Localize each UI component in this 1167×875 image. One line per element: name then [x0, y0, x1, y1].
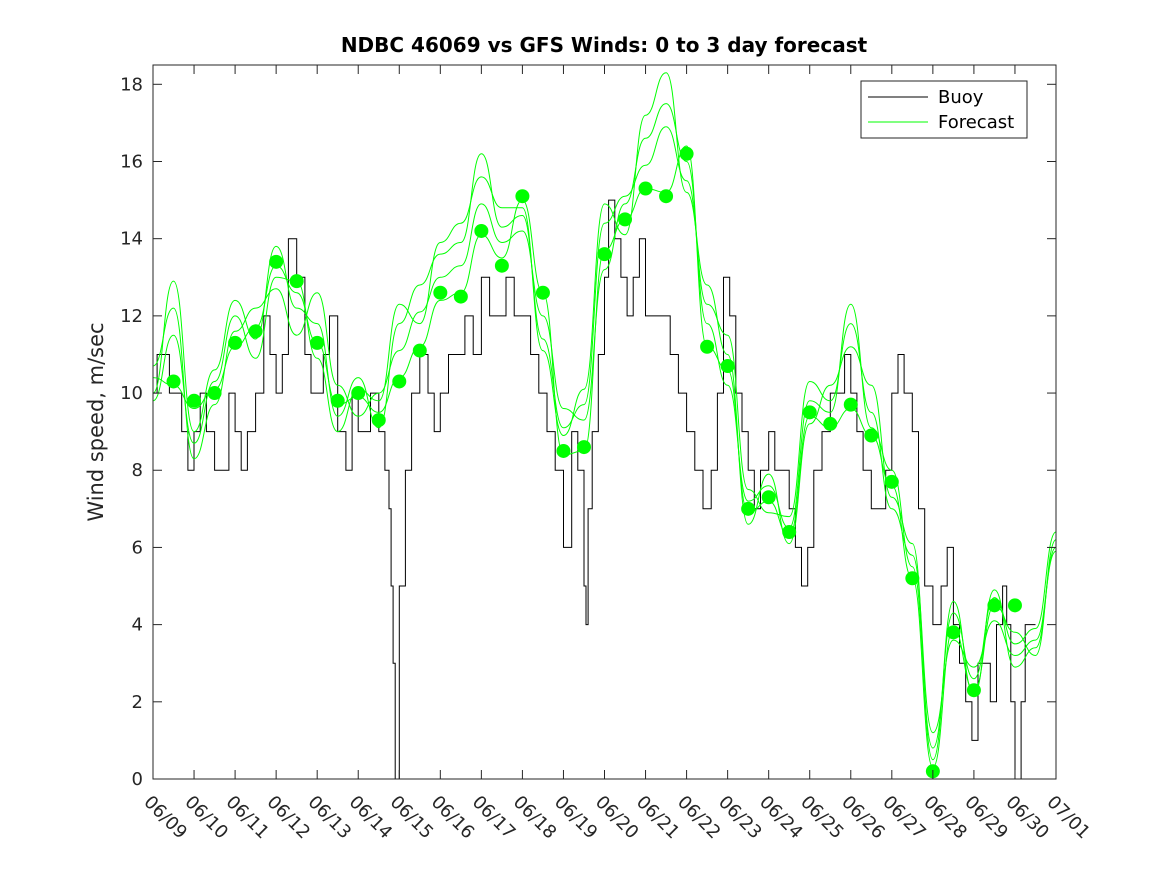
forecast-marker	[515, 189, 530, 204]
y-axis: 0 2 4 6 8 10 12 14 16 18	[120, 74, 1056, 790]
forecast-marker	[905, 571, 920, 586]
forecast-marker	[946, 625, 961, 640]
forecast-marker	[1007, 598, 1022, 613]
forecast-marker	[761, 490, 776, 505]
forecast-marker	[700, 339, 715, 354]
y-tick-label: 8	[132, 460, 143, 481]
forecast-line	[153, 103, 1056, 749]
y-tick-label: 18	[120, 74, 143, 95]
forecast-marker	[412, 343, 427, 358]
forecast-marker	[392, 374, 407, 389]
legend-label-buoy: Buoy	[938, 87, 984, 108]
forecast-marker	[453, 289, 468, 304]
forecast-marker	[987, 598, 1002, 613]
forecast-markers	[166, 146, 1022, 779]
forecast-marker	[289, 274, 304, 289]
forecast-marker	[638, 181, 653, 196]
chart-title: NDBC 46069 vs GFS Winds: 0 to 3 day fore…	[341, 33, 868, 57]
legend-label-forecast: Forecast	[938, 112, 1014, 133]
forecast-marker	[864, 428, 879, 443]
forecast-marker	[802, 405, 817, 420]
forecast-marker	[474, 223, 489, 238]
forecast-marker	[618, 212, 633, 227]
y-tick-label: 10	[120, 383, 143, 404]
y-tick-label: 16	[120, 151, 143, 172]
forecast-marker	[659, 189, 674, 204]
forecast-marker	[823, 416, 838, 431]
forecast-marker	[351, 386, 366, 401]
forecast-marker	[576, 440, 591, 455]
forecast-marker	[187, 393, 202, 408]
legend: Buoy Forecast	[860, 80, 1028, 139]
forecast-marker	[556, 443, 571, 458]
forecast-line	[153, 72, 1056, 761]
forecast-marker	[597, 247, 612, 262]
y-tick-label: 14	[120, 229, 143, 250]
forecast-marker	[207, 386, 222, 401]
forecast-marker	[679, 146, 694, 161]
y-axis-label: Wind speed, m/sec	[84, 322, 108, 521]
forecast-marker	[330, 393, 345, 408]
y-tick-label: 0	[132, 769, 143, 790]
forecast-marker	[248, 324, 263, 339]
forecast-marker	[310, 335, 325, 350]
y-tick-label: 2	[132, 692, 143, 713]
y-tick-label: 4	[132, 615, 143, 636]
forecast-marker	[371, 413, 386, 428]
forecast-marker	[433, 285, 448, 300]
forecast-marker	[884, 474, 899, 489]
forecast-marker	[720, 359, 735, 374]
forecast-marker	[228, 335, 243, 350]
y-tick-label: 6	[132, 537, 143, 558]
forecast-marker	[535, 285, 550, 300]
legend-box	[860, 80, 1028, 139]
forecast-marker	[741, 501, 756, 516]
y-tick-label: 12	[120, 306, 143, 327]
forecast-marker	[269, 254, 284, 269]
forecast-marker	[966, 683, 981, 698]
forecast-marker	[166, 374, 181, 389]
forecast-marker	[843, 397, 858, 412]
forecast-marker	[782, 524, 797, 539]
forecast-marker	[494, 258, 509, 273]
